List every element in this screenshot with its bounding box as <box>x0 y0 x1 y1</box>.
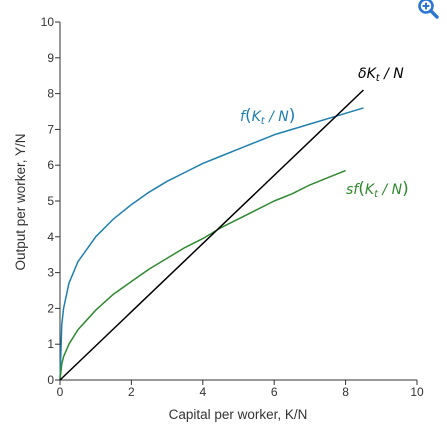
series-label-delta: δKt / N <box>358 66 404 84</box>
x-tick-label: 0 <box>57 385 64 399</box>
x-tick-label: 10 <box>410 385 424 399</box>
y-tick-label: 4 <box>47 230 54 244</box>
zoom-in-icon <box>418 0 439 19</box>
series-line-delta <box>59 89 364 381</box>
x-tick-label: 6 <box>271 385 278 399</box>
y-axis-title: Output per worker, Y/N <box>13 133 28 270</box>
zoom-in-button[interactable] <box>414 0 442 22</box>
x-tick-label: 4 <box>199 385 206 399</box>
y-tick-label: 10 <box>41 15 55 29</box>
x-tick-label: 2 <box>128 385 135 399</box>
y-tick-label: 1 <box>47 337 54 351</box>
y-tick-label: 0 <box>47 373 54 387</box>
y-tick-label: 3 <box>47 266 54 280</box>
x-axis-title: Capital per worker, K/N <box>169 407 308 422</box>
y-tick-label: 8 <box>47 87 54 101</box>
series-layer <box>59 89 364 381</box>
series-label-sf: sf(Kt / N) <box>346 179 409 200</box>
series-line-sf <box>59 169 346 381</box>
y-tick-label: 9 <box>47 51 54 65</box>
axes: 0 2 4 6 8 10 0 1 2 3 4 5 6 7 8 9 10 <box>41 15 424 399</box>
y-tick-label: 2 <box>47 301 54 315</box>
series-line-f <box>59 107 364 381</box>
y-tick-label: 6 <box>47 158 54 172</box>
series-label-f: f(Kt / N) <box>240 106 295 127</box>
y-tick-label: 7 <box>47 122 54 136</box>
y-tick-label: 5 <box>47 194 54 208</box>
x-tick-label: 8 <box>342 385 349 399</box>
